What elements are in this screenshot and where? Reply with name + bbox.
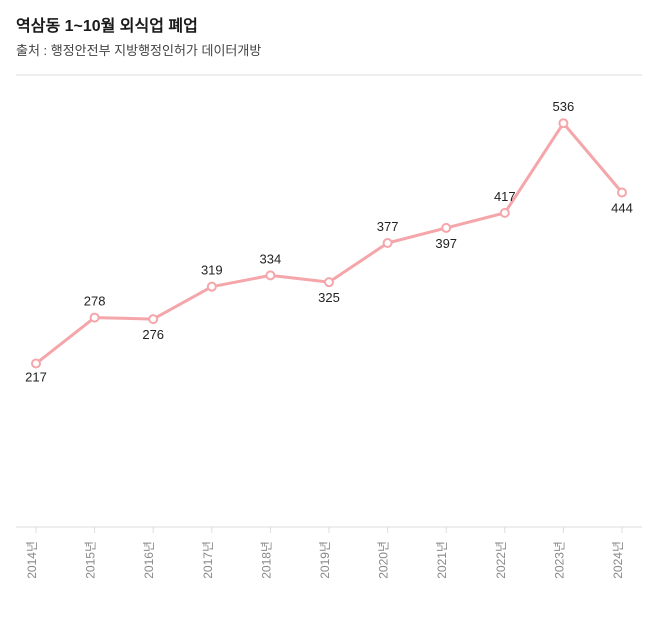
chart-marker — [618, 189, 626, 197]
chart-marker — [559, 119, 567, 127]
value-label: 377 — [377, 219, 399, 234]
value-label: 217 — [25, 370, 47, 385]
x-axis-label: 2019년 — [318, 541, 332, 579]
x-axis-label: 2020년 — [377, 541, 391, 579]
value-label: 325 — [318, 290, 340, 305]
chart-marker — [149, 315, 157, 323]
chart-marker — [325, 278, 333, 286]
value-label: 278 — [84, 294, 106, 309]
chart-marker — [91, 314, 99, 322]
value-label: 276 — [142, 327, 164, 342]
x-axis-label: 2023년 — [552, 541, 566, 579]
value-label: 417 — [494, 189, 516, 204]
chart-marker — [384, 239, 392, 247]
x-axis-label: 2024년 — [611, 541, 625, 579]
x-axis-label: 2017년 — [201, 541, 215, 579]
chart-marker — [266, 271, 274, 279]
value-label: 397 — [435, 236, 457, 251]
chart-marker — [32, 360, 40, 368]
value-label: 444 — [611, 201, 633, 216]
x-axis-label: 2022년 — [494, 541, 508, 579]
value-label: 319 — [201, 263, 223, 278]
chart-marker — [501, 209, 509, 217]
x-axis-label: 2015년 — [84, 541, 98, 579]
value-label: 334 — [260, 251, 282, 266]
chart-marker — [208, 283, 216, 291]
line-chart: 217 278 276 319 334 325 377 397 417 536 444 2014년 20… — [16, 67, 642, 607]
x-axis-label: 2014년 — [25, 541, 39, 579]
chart-line — [36, 123, 622, 363]
value-label: 536 — [553, 99, 575, 114]
x-axis-label: 2018년 — [259, 541, 273, 579]
x-axis-label: 2016년 — [142, 541, 156, 579]
chart-subtitle: 출처 : 행정안전부 지방행정인허가 데이터개방 — [16, 40, 642, 59]
chart-marker — [442, 224, 450, 232]
chart-svg: 217 278 276 319 334 325 377 397 417 536 444 2014년 20… — [16, 67, 642, 607]
chart-title: 역삼동 1~10월 외식업 폐업 — [16, 12, 642, 36]
x-axis-label: 2021년 — [435, 541, 449, 579]
